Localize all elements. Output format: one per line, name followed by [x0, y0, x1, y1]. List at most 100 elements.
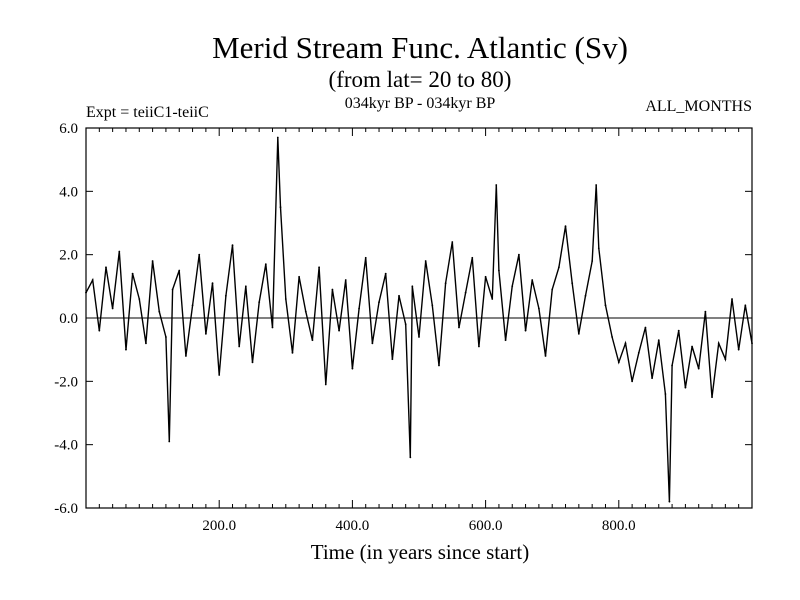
data-point: [111, 307, 114, 310]
data-point: [276, 136, 279, 139]
data-point: [391, 358, 394, 361]
data-point: [198, 253, 201, 256]
data-point: [604, 304, 607, 307]
data-point: [85, 291, 87, 294]
data-point: [185, 355, 187, 357]
data-point: [125, 348, 127, 351]
data-point: [238, 345, 241, 348]
data-point: [564, 225, 567, 228]
data-point: [491, 298, 494, 300]
y-tick-label: 6.0: [59, 121, 78, 137]
data-point: [351, 367, 354, 370]
data-point: [338, 329, 340, 332]
data-point: [358, 307, 360, 310]
data-point: [684, 386, 687, 389]
data-point: [671, 364, 673, 367]
data-point: [251, 361, 254, 364]
data-point: [731, 298, 733, 300]
data-point: [471, 256, 474, 259]
data-point: [484, 275, 487, 278]
data-point: [398, 294, 400, 297]
data-point: [324, 383, 327, 386]
data-point: [537, 307, 540, 310]
data-point: [571, 282, 574, 285]
data-point: [724, 358, 727, 361]
data-point: [158, 310, 161, 313]
data-point: [458, 326, 460, 329]
data-point: [704, 310, 707, 313]
y-tick-label: -2.0: [54, 374, 78, 390]
data-point: [544, 355, 547, 357]
data-point: [511, 285, 514, 288]
data-point: [318, 266, 320, 269]
y-axis-ticks: -6.0 -4.0 -2.0 0.0 2.0 4.0 6.0: [54, 121, 752, 517]
x-axis-label: Time (in years since start): [311, 540, 530, 564]
data-point: [384, 272, 387, 275]
data-point: [631, 380, 634, 383]
y-tick-label: 2.0: [59, 248, 78, 264]
experiment-label: Expt = teiiC1-teiiC: [86, 104, 209, 121]
data-point: [218, 374, 221, 376]
data-point: [418, 336, 420, 338]
data-point: [291, 351, 294, 354]
chart-subtitle: (from lat= 20 to 80): [329, 67, 512, 92]
data-point: [677, 329, 680, 332]
data-point: [557, 266, 560, 269]
data-point: [98, 329, 101, 332]
data-point: [404, 323, 407, 326]
data-point: [168, 440, 171, 443]
data-point: [431, 304, 434, 307]
data-point: [298, 275, 301, 278]
data-point: [668, 500, 671, 503]
data-point: [597, 247, 600, 250]
data-point: [495, 184, 498, 186]
data-point: [697, 367, 700, 370]
data-point: [498, 269, 500, 272]
y-tick-label: -4.0: [54, 438, 78, 454]
series-line: [85, 137, 753, 502]
x-tick-label: 400.0: [336, 518, 370, 534]
period-label: 034kyr BP - 034kyr BP: [345, 95, 496, 112]
data-point: [191, 304, 194, 307]
y-tick-label: 4.0: [59, 184, 78, 200]
data-point: [204, 332, 207, 335]
data-point: [409, 456, 412, 459]
months-label: ALL_MONTHS: [645, 98, 752, 115]
data-point: [411, 285, 414, 288]
data-point: [451, 241, 454, 243]
y-tick-label: 0.0: [59, 311, 78, 327]
x-tick-label: 800.0: [602, 518, 636, 534]
data-point: [577, 332, 580, 335]
data-point: [211, 282, 214, 285]
data-point: [271, 326, 274, 329]
data-point: [311, 339, 314, 342]
data-point: [165, 336, 167, 338]
data-point: [717, 342, 720, 345]
data-point: [531, 279, 534, 281]
data-point: [91, 279, 94, 281]
data-point: [118, 250, 121, 253]
data-point: [105, 266, 107, 269]
data-point: [744, 304, 747, 307]
data-point: [145, 342, 147, 345]
data-point: [424, 260, 427, 262]
data-point: [258, 301, 261, 304]
data-point: [151, 260, 154, 262]
data-point: [478, 345, 480, 348]
x-tick-label: 600.0: [469, 518, 503, 534]
data-point: [304, 310, 307, 313]
data-point: [611, 336, 614, 338]
data-point: [464, 291, 467, 294]
data-point: [344, 279, 347, 281]
data-point: [751, 342, 753, 345]
data-point: [524, 329, 527, 332]
x-tick-label: 200.0: [202, 518, 236, 534]
chart-title: Merid Stream Func. Atlantic (Sv): [212, 30, 628, 65]
data-point: [178, 269, 181, 272]
data-point: [438, 364, 440, 367]
data-point: [279, 206, 282, 209]
data-point: [711, 396, 713, 399]
data-point: [244, 285, 247, 288]
data-point: [224, 294, 227, 297]
